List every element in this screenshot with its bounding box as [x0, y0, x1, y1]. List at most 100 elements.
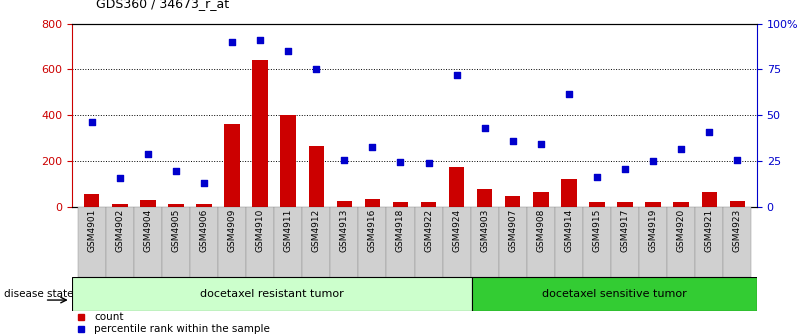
- Point: [450, 72, 463, 78]
- Bar: [330, 207, 358, 277]
- Text: GSM4914: GSM4914: [565, 209, 574, 252]
- Text: GSM4909: GSM4909: [227, 207, 236, 250]
- Text: GSM4904: GSM4904: [143, 209, 152, 252]
- Bar: [590, 202, 605, 207]
- Point: [674, 147, 687, 152]
- Bar: [667, 207, 695, 277]
- Bar: [730, 201, 745, 207]
- Text: GDS360 / 34673_r_at: GDS360 / 34673_r_at: [96, 0, 229, 10]
- Bar: [471, 207, 499, 277]
- Bar: [252, 60, 268, 207]
- Bar: [723, 207, 751, 277]
- Bar: [196, 204, 211, 207]
- Text: GSM4919: GSM4919: [649, 207, 658, 250]
- Bar: [84, 194, 99, 207]
- Point: [170, 168, 183, 174]
- Point: [562, 92, 575, 97]
- Bar: [246, 207, 274, 277]
- Bar: [472, 277, 757, 311]
- Bar: [527, 207, 555, 277]
- Text: GSM4901: GSM4901: [87, 207, 96, 250]
- Text: GSM4922: GSM4922: [424, 209, 433, 252]
- Point: [114, 175, 127, 181]
- Bar: [72, 277, 472, 311]
- Bar: [336, 201, 352, 207]
- Text: GSM4917: GSM4917: [621, 209, 630, 252]
- Point: [534, 141, 547, 146]
- Bar: [639, 207, 667, 277]
- Text: GSM4918: GSM4918: [396, 209, 405, 252]
- Bar: [674, 202, 689, 207]
- Bar: [499, 207, 527, 277]
- Bar: [533, 192, 549, 207]
- Bar: [646, 202, 661, 207]
- Bar: [449, 167, 465, 207]
- Text: GSM4902: GSM4902: [115, 209, 124, 252]
- Point: [590, 174, 603, 179]
- Text: GSM4923: GSM4923: [733, 207, 742, 250]
- Point: [310, 67, 323, 72]
- Bar: [505, 196, 521, 207]
- Bar: [224, 124, 239, 207]
- Bar: [618, 202, 633, 207]
- Text: disease state: disease state: [4, 289, 74, 299]
- Point: [478, 125, 491, 130]
- Text: GSM4911: GSM4911: [284, 207, 292, 250]
- Text: GSM4912: GSM4912: [312, 209, 320, 252]
- Text: GSM4906: GSM4906: [199, 209, 208, 252]
- Point: [366, 144, 379, 150]
- Bar: [302, 207, 330, 277]
- Text: GSM4916: GSM4916: [368, 209, 377, 252]
- Bar: [477, 190, 493, 207]
- Text: GSM4921: GSM4921: [705, 207, 714, 250]
- Bar: [218, 207, 246, 277]
- Bar: [78, 207, 106, 277]
- Text: GSM4916: GSM4916: [368, 207, 377, 250]
- Bar: [274, 207, 302, 277]
- Text: GSM4924: GSM4924: [452, 207, 461, 250]
- Bar: [702, 192, 717, 207]
- Text: GSM4915: GSM4915: [593, 209, 602, 252]
- Bar: [364, 199, 380, 207]
- Text: GSM4919: GSM4919: [649, 209, 658, 252]
- Text: GSM4901: GSM4901: [87, 209, 96, 252]
- Bar: [415, 207, 443, 277]
- Point: [731, 157, 743, 162]
- Bar: [358, 207, 386, 277]
- Text: GSM4907: GSM4907: [509, 207, 517, 250]
- Text: GSM4910: GSM4910: [256, 207, 264, 250]
- Point: [198, 180, 211, 185]
- Legend: count, percentile rank within the sample: count, percentile rank within the sample: [78, 312, 270, 334]
- Point: [226, 39, 239, 45]
- Text: GSM4922: GSM4922: [424, 207, 433, 250]
- Bar: [190, 207, 218, 277]
- Point: [506, 139, 519, 144]
- Text: GSM4923: GSM4923: [733, 209, 742, 252]
- Text: GSM4905: GSM4905: [171, 207, 180, 250]
- Text: docetaxel sensitive tumor: docetaxel sensitive tumor: [542, 289, 686, 299]
- Point: [338, 157, 351, 162]
- Bar: [611, 207, 639, 277]
- Text: GSM4913: GSM4913: [340, 209, 349, 252]
- Bar: [562, 179, 577, 207]
- Text: docetaxel resistant tumor: docetaxel resistant tumor: [200, 289, 344, 299]
- Bar: [280, 115, 296, 207]
- Bar: [392, 202, 409, 207]
- Bar: [583, 207, 611, 277]
- Point: [646, 158, 659, 164]
- Text: GSM4909: GSM4909: [227, 209, 236, 252]
- Text: GSM4924: GSM4924: [452, 209, 461, 252]
- Text: GSM4912: GSM4912: [312, 207, 320, 250]
- Text: GSM4921: GSM4921: [705, 209, 714, 252]
- Bar: [421, 202, 437, 207]
- Text: GSM4904: GSM4904: [143, 207, 152, 250]
- Point: [254, 37, 267, 42]
- Text: GSM4917: GSM4917: [621, 207, 630, 250]
- Bar: [106, 207, 134, 277]
- Text: GSM4905: GSM4905: [171, 209, 180, 252]
- Bar: [555, 207, 583, 277]
- Point: [142, 151, 155, 157]
- Bar: [308, 146, 324, 207]
- Text: GSM4915: GSM4915: [593, 207, 602, 250]
- Text: GSM4903: GSM4903: [480, 209, 489, 252]
